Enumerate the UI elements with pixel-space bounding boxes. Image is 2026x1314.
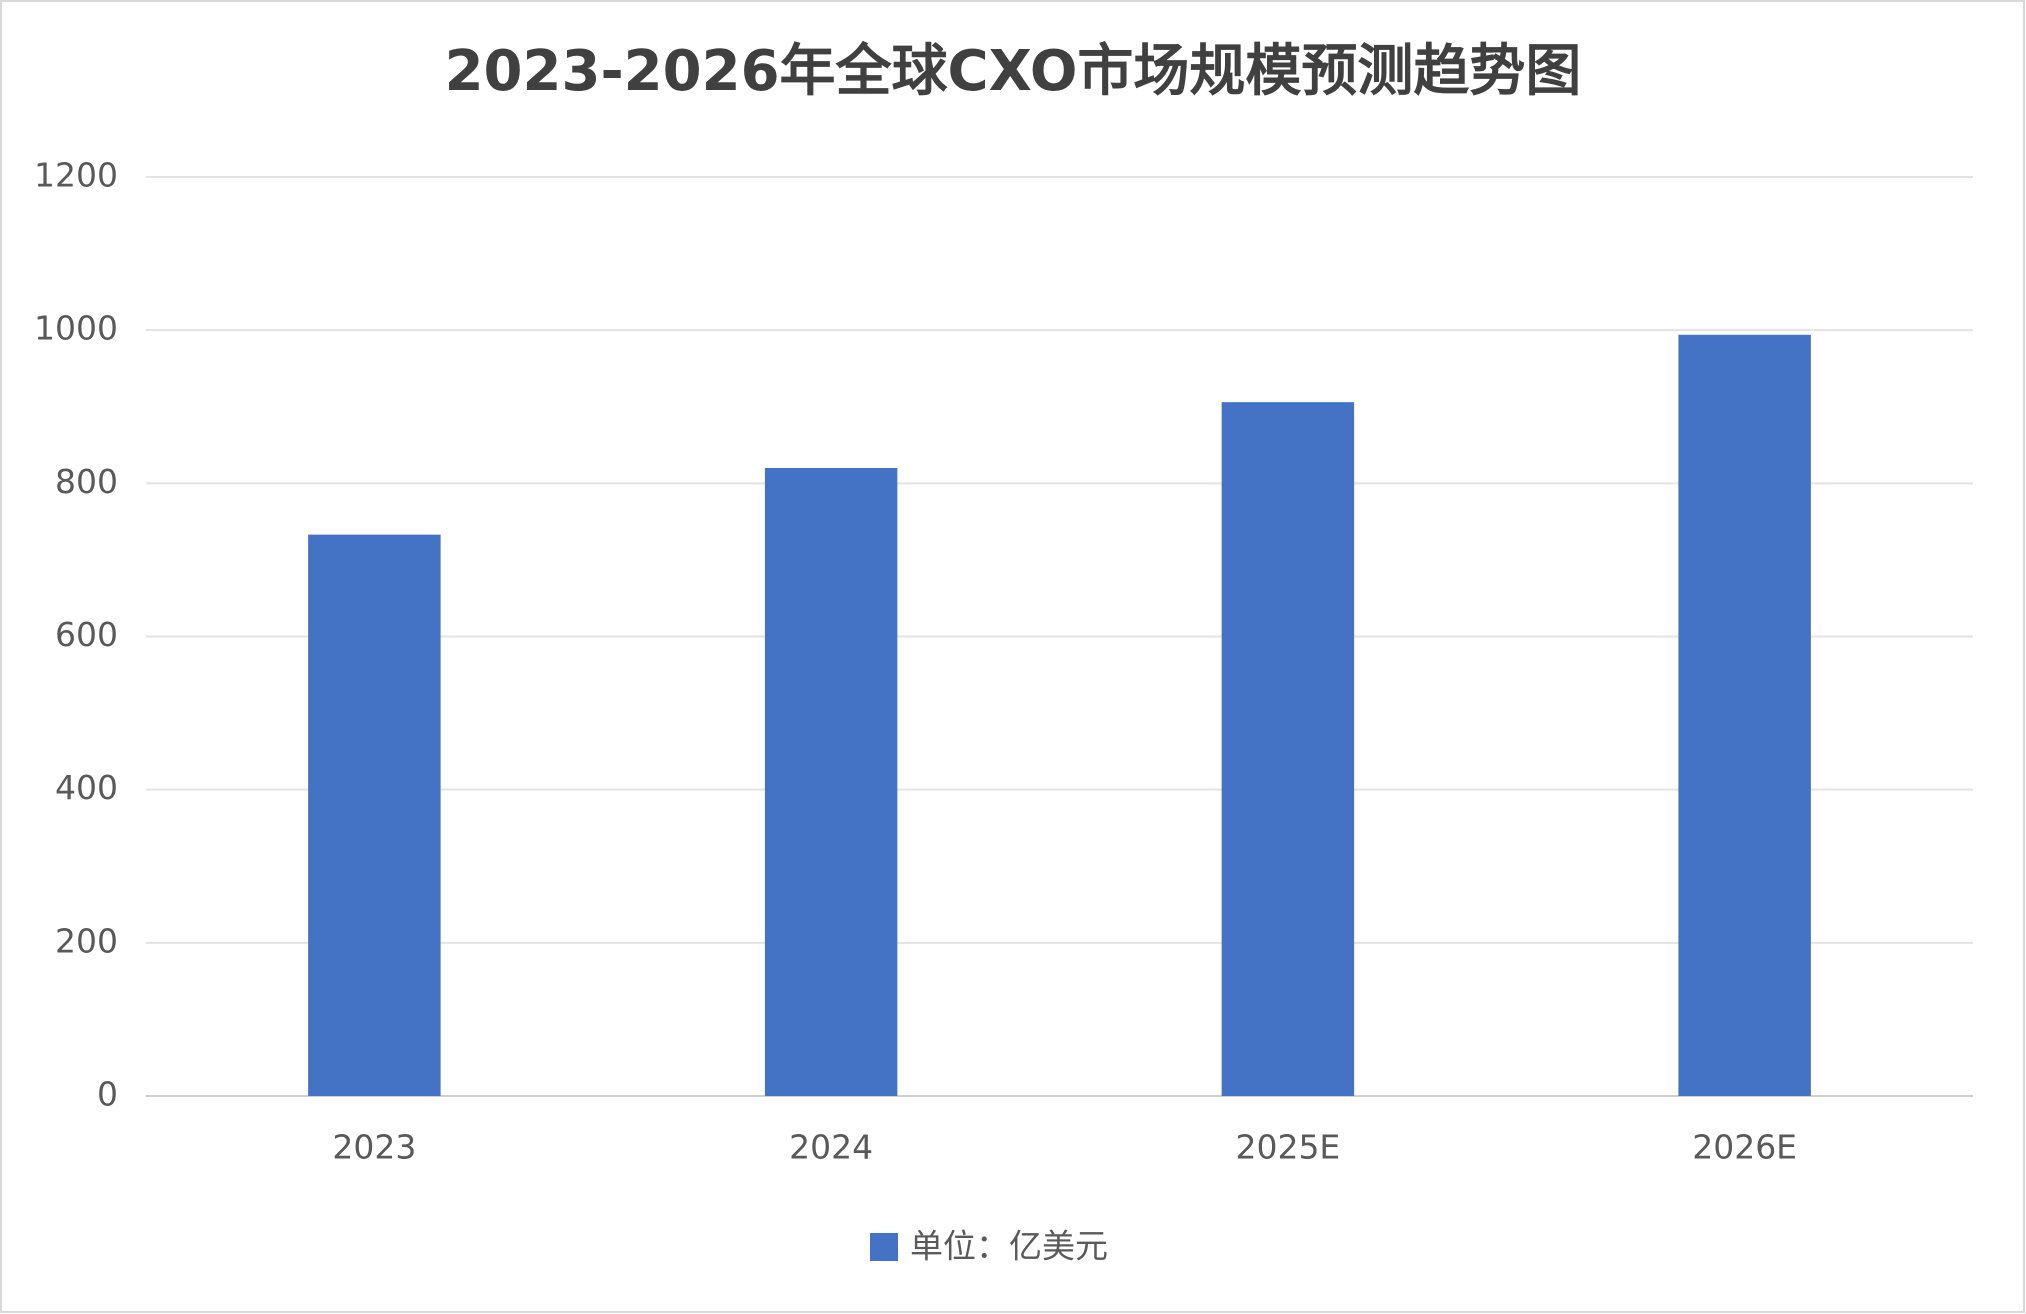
- chart-title: 2023-2026年全球CXO市场规模预测趋势图: [445, 39, 1582, 104]
- bar: [764, 468, 898, 1096]
- bar: [1221, 402, 1355, 1096]
- bar: [1678, 334, 1811, 1096]
- legend-label: 单位：亿美元: [910, 1227, 1108, 1266]
- x-tick-label: 2026E: [1692, 1128, 1797, 1167]
- y-tick-label: 0: [97, 1075, 118, 1114]
- x-tick-label: 2024: [789, 1128, 873, 1167]
- y-tick-label: 1200: [34, 156, 118, 195]
- y-tick-label: 600: [55, 615, 118, 654]
- bar: [308, 534, 441, 1096]
- x-tick-label: 2023: [332, 1128, 416, 1167]
- x-tick-label: 2025E: [1235, 1128, 1340, 1167]
- legend-swatch: [870, 1233, 898, 1261]
- y-tick-label: 1000: [34, 309, 118, 348]
- y-tick-label: 400: [55, 768, 118, 807]
- y-tick-label: 800: [55, 462, 118, 501]
- y-tick-label: 200: [55, 921, 118, 960]
